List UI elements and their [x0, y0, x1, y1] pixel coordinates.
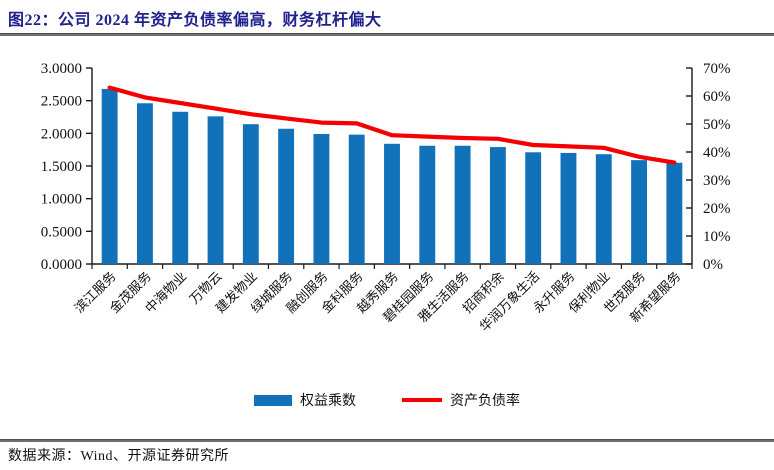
- left-axis-tick-label: 2.5000: [41, 94, 82, 110]
- combo-chart: 3.0000 2.5000 2.0000 1.5000 1.0000 0.5000 0.00…: [41, 61, 731, 334]
- line-series-debt-ratio: [107, 85, 677, 165]
- data-source-note: 数据来源：Wind、开源证券研究所: [8, 449, 230, 464]
- left-axis-tick-label: 0.5000: [41, 224, 82, 240]
- right-axis-tick-label: 70%: [703, 61, 731, 77]
- line-series-swatch: [402, 398, 442, 402]
- bar-雅生活服务: [454, 145, 471, 264]
- left-axis-tick-label: 3.0000: [41, 61, 82, 77]
- right-axis-tick-label: 20%: [703, 201, 731, 217]
- bottom-divider: [0, 439, 774, 442]
- bar-金科服务: [348, 134, 365, 264]
- bar-万物云: [207, 116, 224, 264]
- left-axis-tick-label: 2.0000: [41, 126, 82, 142]
- bar-世茂服务: [631, 160, 647, 264]
- bar-碧桂园服务: [419, 145, 436, 264]
- left-axis-tick-label: 0.0000: [41, 257, 82, 273]
- bar-建发物业: [242, 124, 259, 264]
- bar-保利物业: [595, 154, 612, 264]
- bar-越秀服务: [384, 143, 400, 264]
- bar-金茂服务: [137, 103, 153, 264]
- chart-legend: 权益乘数 资产负债率: [0, 390, 774, 410]
- bar-华润万象生活: [525, 152, 542, 264]
- figure-title: 图22：公司 2024 年资产负债率偏高，财务杠杆偏大: [8, 12, 382, 29]
- bar-滨江服务: [101, 88, 118, 264]
- right-axis-tick-label: 10%: [703, 229, 731, 245]
- bar-融创服务: [313, 133, 330, 264]
- legend-item-equity-multiplier: 权益乘数: [254, 390, 356, 410]
- right-axis-tick-label: 30%: [703, 173, 731, 189]
- bar-永升服务: [560, 152, 577, 264]
- legend-label: 权益乘数: [300, 394, 356, 409]
- legend-label: 资产负债率: [450, 394, 520, 409]
- right-axis-tick-label: 0%: [703, 257, 723, 273]
- right-axis-tick-label: 50%: [703, 117, 731, 133]
- legend-item-debt-ratio: 资产负债率: [402, 390, 520, 410]
- left-axis-tick-label: 1.5000: [41, 159, 82, 175]
- right-axis-tick-label: 40%: [703, 145, 731, 161]
- top-divider: [0, 33, 774, 36]
- right-axis-tick-label: 60%: [703, 89, 731, 105]
- bar-绿城服务: [278, 128, 295, 264]
- bar-新希望服务: [666, 162, 683, 264]
- bar-series-swatch: [254, 394, 292, 406]
- bar-招商积余: [489, 147, 506, 264]
- left-axis-tick-label: 1.0000: [41, 192, 82, 208]
- bar-中海物业: [172, 111, 189, 264]
